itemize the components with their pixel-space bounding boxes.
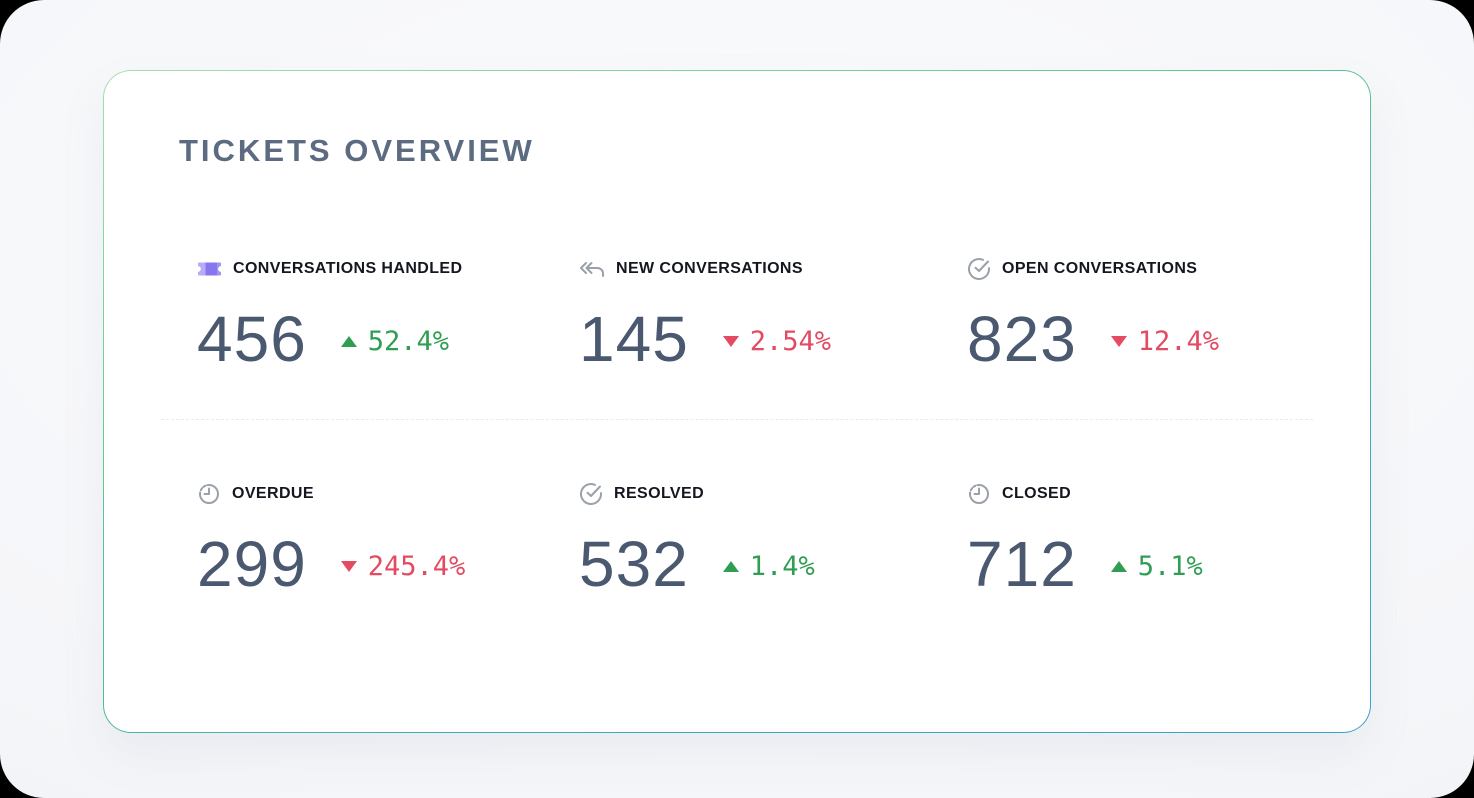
metric-value: 532 — [579, 528, 689, 600]
metric-value: 299 — [197, 528, 307, 600]
metric-new-conversations: NEW CONVERSATIONS 145 2.54% — [579, 257, 967, 371]
metric-delta: 5.1% — [1137, 550, 1203, 582]
metric-value: 823 — [967, 303, 1077, 375]
metric-label: OVERDUE — [232, 485, 314, 502]
reply-all-icon — [580, 262, 604, 277]
ticket-icon — [198, 262, 221, 276]
metric-overdue: OVERDUE 299 245.4% — [197, 482, 579, 596]
metric-label: CONVERSATIONS HANDLED — [233, 260, 463, 277]
metric-delta: 2.54% — [749, 325, 832, 357]
trend-down-icon — [722, 335, 739, 347]
check-circle-icon — [580, 483, 602, 505]
metric-label: NEW CONVERSATIONS — [616, 260, 803, 277]
tickets-overview-card: TICKETS OVERVIEW CONVERSATIONS HANDLED 4… — [103, 70, 1371, 733]
page-title: TICKETS OVERVIEW — [179, 133, 535, 168]
metric-closed: CLOSED 712 5.1% — [967, 482, 1330, 596]
metric-conversations-handled: CONVERSATIONS HANDLED 456 52.4% — [197, 257, 579, 371]
check-circle-icon — [968, 258, 990, 280]
trend-down-icon — [1110, 335, 1127, 347]
metric-value: 456 — [197, 303, 307, 375]
row-divider — [161, 419, 1313, 420]
clock-icon — [199, 484, 219, 504]
metric-label: CLOSED — [1002, 485, 1072, 502]
metric-resolved: RESOLVED 532 1.4% — [579, 482, 967, 596]
metric-open-conversations: OPEN CONVERSATIONS 823 12.4% — [967, 257, 1330, 371]
trend-up-icon — [1110, 560, 1127, 572]
metric-label: RESOLVED — [614, 485, 705, 502]
metric-value: 145 — [579, 303, 689, 375]
metric-delta: 12.4% — [1137, 325, 1220, 357]
metric-delta: 245.4% — [367, 550, 466, 582]
trend-up-icon — [722, 560, 739, 572]
metrics-row-top: CONVERSATIONS HANDLED 456 52.4% — [104, 257, 1370, 371]
metric-delta: 1.4% — [749, 550, 815, 582]
metric-label: OPEN CONVERSATIONS — [1002, 260, 1198, 277]
metric-value: 712 — [967, 528, 1077, 600]
trend-up-icon — [340, 335, 357, 347]
metric-delta: 52.4% — [367, 325, 450, 357]
clock-icon — [969, 484, 989, 504]
trend-down-icon — [340, 560, 357, 572]
metrics-row-bottom: OVERDUE 299 245.4% — [104, 482, 1370, 596]
